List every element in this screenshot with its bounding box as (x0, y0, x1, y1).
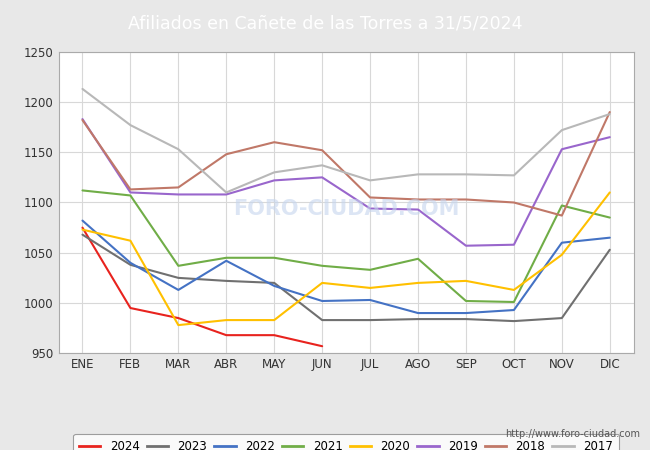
Text: http://www.foro-ciudad.com: http://www.foro-ciudad.com (505, 429, 640, 439)
Text: Afiliados en Cañete de las Torres a 31/5/2024: Afiliados en Cañete de las Torres a 31/5… (128, 14, 522, 33)
Text: FORO-CIUDAD.COM: FORO-CIUDAD.COM (233, 198, 460, 219)
Legend: 2024, 2023, 2022, 2021, 2020, 2019, 2018, 2017: 2024, 2023, 2022, 2021, 2020, 2019, 2018… (73, 434, 619, 450)
